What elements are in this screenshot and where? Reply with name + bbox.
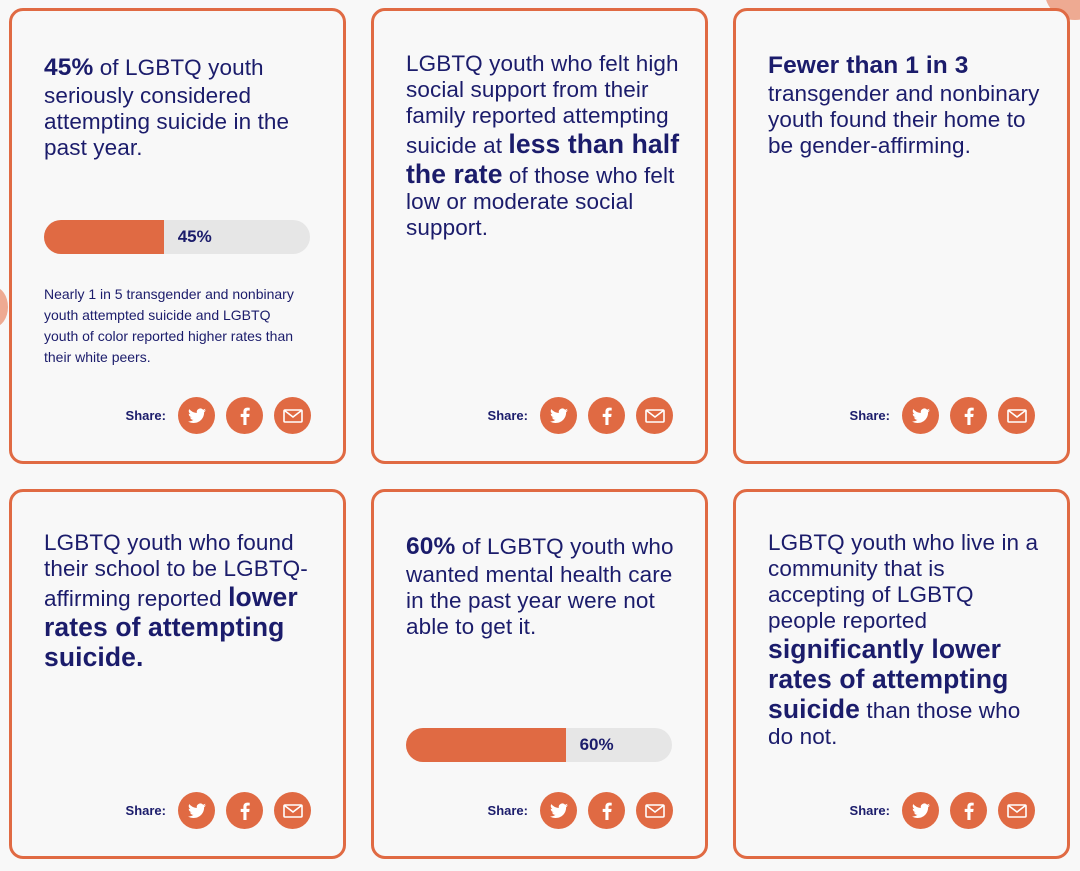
share-email-button[interactable] xyxy=(636,792,673,829)
share-row: Share: xyxy=(850,397,1035,434)
email-icon xyxy=(1006,803,1027,818)
stat-card: Fewer than 1 in 3 transgender and nonbin… xyxy=(733,8,1070,464)
facebook-icon xyxy=(240,802,250,820)
decorative-blob xyxy=(0,287,8,327)
email-icon xyxy=(644,803,665,818)
headline-emphasis: less than half the rate xyxy=(406,129,680,189)
progress-label: 60% xyxy=(579,735,614,754)
headline-text: LGBTQ youth who felt high social support… xyxy=(406,51,679,158)
facebook-icon xyxy=(964,407,974,425)
share-label: Share: xyxy=(487,803,528,818)
share-email-button[interactable] xyxy=(998,397,1035,434)
share-facebook-button[interactable] xyxy=(950,792,987,829)
email-icon xyxy=(282,803,303,818)
headline-text: LGBTQ youth who found their school to be… xyxy=(44,530,308,611)
headline-text: of those who felt low or moderate social… xyxy=(406,163,675,240)
headline-text: LGBTQ youth who live in a community that… xyxy=(768,530,1039,633)
twitter-icon xyxy=(187,407,206,424)
progress-bar: 60% xyxy=(406,728,672,762)
share-facebook-button[interactable] xyxy=(588,792,625,829)
share-row: Share: xyxy=(126,397,311,434)
facebook-icon xyxy=(964,802,974,820)
stat-card: LGBTQ youth who found their school to be… xyxy=(9,489,346,859)
stat-subtext: Nearly 1 in 5 transgender and nonbinary … xyxy=(44,286,294,365)
share-twitter-button[interactable] xyxy=(902,397,939,434)
stat-headline: 45% of LGBTQ youth seriously considered … xyxy=(44,53,319,161)
headline-emphasis: 60% xyxy=(406,533,456,560)
progress-fill xyxy=(406,728,566,762)
share-facebook-button[interactable] xyxy=(950,397,987,434)
headline-emphasis: lower rates of attempting suicide. xyxy=(44,582,298,672)
share-twitter-button[interactable] xyxy=(178,792,215,829)
email-icon xyxy=(1006,408,1027,423)
headline-emphasis: Fewer than 1 in 3 xyxy=(768,52,969,79)
progress-label: 45% xyxy=(177,227,212,246)
twitter-icon xyxy=(549,802,568,819)
share-twitter-button[interactable] xyxy=(178,397,215,434)
share-email-button[interactable] xyxy=(636,397,673,434)
share-row: Share: xyxy=(126,792,311,829)
share-facebook-button[interactable] xyxy=(226,792,263,829)
share-twitter-button[interactable] xyxy=(540,397,577,434)
stat-headline: Fewer than 1 in 3 transgender and nonbin… xyxy=(768,51,1043,159)
share-label: Share: xyxy=(487,408,528,423)
email-icon xyxy=(644,408,665,423)
twitter-icon xyxy=(911,407,930,424)
share-row: Share: xyxy=(488,792,673,829)
stat-headline: LGBTQ youth who felt high social support… xyxy=(406,51,681,241)
stat-headline: LGBTQ youth who found their school to be… xyxy=(44,530,319,672)
share-twitter-button[interactable] xyxy=(902,792,939,829)
share-email-button[interactable] xyxy=(998,792,1035,829)
share-label: Share: xyxy=(125,803,166,818)
share-email-button[interactable] xyxy=(274,397,311,434)
stat-card: LGBTQ youth who felt high social support… xyxy=(371,8,708,464)
share-label: Share: xyxy=(125,408,166,423)
headline-text: of LGBTQ youth who wanted mental health … xyxy=(406,534,674,639)
share-label: Share: xyxy=(849,803,890,818)
share-facebook-button[interactable] xyxy=(588,397,625,434)
twitter-icon xyxy=(911,802,930,819)
headline-emphasis: significantly lower rates of attempting … xyxy=(768,634,1009,724)
share-email-button[interactable] xyxy=(274,792,311,829)
headline-text: transgender and nonbinary youth found th… xyxy=(768,81,1040,158)
facebook-icon xyxy=(602,802,612,820)
twitter-icon xyxy=(187,802,206,819)
stat-card: 60% of LGBTQ youth who wanted mental hea… xyxy=(371,489,708,859)
headline-text: than those who do not. xyxy=(768,698,1021,749)
headline-emphasis: 45% xyxy=(44,54,94,81)
progress-fill xyxy=(44,220,164,254)
share-row: Share: xyxy=(850,792,1035,829)
stat-card: LGBTQ youth who live in a community that… xyxy=(733,489,1070,859)
share-row: Share: xyxy=(488,397,673,434)
email-icon xyxy=(282,408,303,423)
headline-text: of LGBTQ youth seriously considered atte… xyxy=(44,55,290,160)
stat-headline: LGBTQ youth who live in a community that… xyxy=(768,530,1043,750)
stat-headline: 60% of LGBTQ youth who wanted mental hea… xyxy=(406,532,681,640)
share-label: Share: xyxy=(849,408,890,423)
stat-card: 45% of LGBTQ youth seriously considered … xyxy=(9,8,346,464)
facebook-icon xyxy=(240,407,250,425)
twitter-icon xyxy=(549,407,568,424)
progress-bar: 45% xyxy=(44,220,310,254)
share-twitter-button[interactable] xyxy=(540,792,577,829)
share-facebook-button[interactable] xyxy=(226,397,263,434)
facebook-icon xyxy=(602,407,612,425)
